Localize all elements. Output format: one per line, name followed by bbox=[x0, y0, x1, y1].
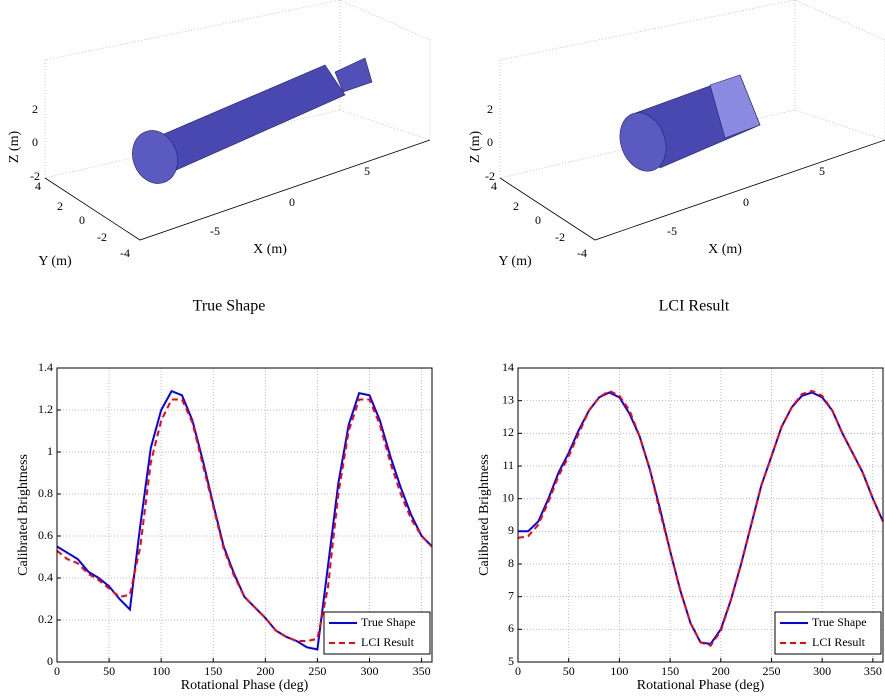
z-tick-label: 2 bbox=[32, 102, 38, 116]
y-axis-label: Calibrated Brightness bbox=[477, 454, 492, 576]
x-tick-label: 100 bbox=[152, 664, 170, 678]
x-tick-label: 0 bbox=[54, 664, 60, 678]
y-tick-label: 12 bbox=[502, 425, 514, 439]
y-tick-label: 8 bbox=[508, 556, 514, 570]
axes-box-3d bbox=[45, 0, 430, 240]
y-tick-label: 13 bbox=[502, 392, 514, 406]
z-tick-label: 0 bbox=[32, 135, 38, 149]
y-tick-label: 7 bbox=[508, 588, 514, 602]
x-tick-label: -5 bbox=[667, 224, 677, 238]
y-tick-label: 0.6 bbox=[38, 528, 53, 542]
x-axis-label: X (m) bbox=[708, 242, 742, 257]
y-tick-label: -2 bbox=[555, 230, 565, 244]
y-tick-label: 4 bbox=[35, 179, 41, 193]
x-tick-label: 50 bbox=[103, 664, 115, 678]
x-tick-label: 350 bbox=[413, 664, 431, 678]
y-tick-label: 14 bbox=[502, 360, 514, 374]
legend-label: LCI Result bbox=[812, 635, 866, 649]
y-tick-label: 9 bbox=[508, 523, 514, 537]
y-axis-label: Y (m) bbox=[38, 254, 72, 269]
x-tick-label: 0 bbox=[743, 195, 749, 209]
y-axis-label: Calibrated Brightness bbox=[16, 454, 31, 576]
y-tick-label: 0.2 bbox=[38, 612, 53, 626]
y-tick-label: 2 bbox=[513, 199, 519, 213]
x-tick-label: 5 bbox=[364, 164, 370, 178]
x-tick-label: -5 bbox=[210, 224, 220, 238]
y-tick-label: 1 bbox=[47, 444, 53, 458]
y-tick-label: 11 bbox=[502, 458, 514, 472]
x-axis-label: X (m) bbox=[253, 242, 287, 257]
x-tick-label: 150 bbox=[661, 664, 679, 678]
legend-label: LCI Result bbox=[361, 635, 415, 649]
y-tick-label: 1.2 bbox=[38, 402, 53, 416]
x-tick-label: 200 bbox=[256, 664, 274, 678]
z-tick-label: 0 bbox=[487, 135, 493, 149]
x-axis-label: Rotational Phase (deg) bbox=[637, 678, 765, 693]
x-tick-label: 250 bbox=[308, 664, 326, 678]
x-tick-label: 0 bbox=[289, 195, 295, 209]
y-tick-label: -4 bbox=[577, 246, 587, 260]
y-tick-label: 0.8 bbox=[38, 486, 53, 500]
y-tick-label: 6 bbox=[508, 621, 514, 635]
legend-label: True Shape bbox=[812, 615, 867, 629]
y-tick-label: -2 bbox=[97, 230, 107, 244]
y-tick-label: 5 bbox=[508, 654, 514, 668]
caption: True Shape bbox=[193, 298, 266, 315]
y-tick-label: 0.4 bbox=[38, 570, 53, 584]
x-tick-label: 250 bbox=[762, 664, 780, 678]
axes-box-3d bbox=[500, 0, 885, 240]
y-tick-label: 0 bbox=[535, 213, 541, 227]
y-tick-label: 4 bbox=[491, 179, 497, 193]
y-tick-label: 10 bbox=[502, 490, 514, 504]
y-tick-label: -4 bbox=[120, 246, 130, 260]
x-tick-label: 300 bbox=[813, 664, 831, 678]
x-tick-label: 5 bbox=[819, 164, 825, 178]
x-tick-label: 0 bbox=[515, 664, 521, 678]
x-tick-label: 150 bbox=[204, 664, 222, 678]
x-tick-label: 50 bbox=[563, 664, 575, 678]
z-tick-label: 2 bbox=[487, 102, 493, 116]
y-tick-label: 0 bbox=[47, 654, 53, 668]
x-tick-label: 200 bbox=[712, 664, 730, 678]
figure: 20-2420-2-4-505Z (m)Y (m)X (m)True Shape… bbox=[0, 0, 885, 697]
legend-label: True Shape bbox=[361, 615, 416, 629]
x-axis-label: Rotational Phase (deg) bbox=[181, 678, 309, 693]
z-axis-label: Z (m) bbox=[468, 131, 483, 164]
y-tick-label: 1.4 bbox=[38, 360, 53, 374]
caption: LCI Result bbox=[659, 298, 730, 315]
y-tick-label: 2 bbox=[57, 199, 63, 213]
x-tick-label: 300 bbox=[361, 664, 379, 678]
y-axis-label: Y (m) bbox=[498, 254, 532, 269]
z-axis-label: Z (m) bbox=[7, 131, 22, 164]
x-tick-label: 350 bbox=[864, 664, 882, 678]
x-tick-label: 100 bbox=[610, 664, 628, 678]
y-tick-label: 0 bbox=[79, 213, 85, 227]
